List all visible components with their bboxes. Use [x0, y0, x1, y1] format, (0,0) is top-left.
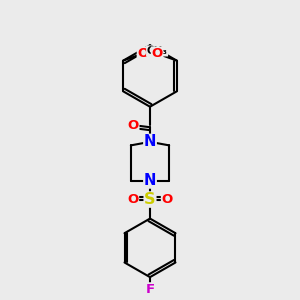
Text: F: F: [146, 283, 154, 296]
Text: O: O: [137, 47, 148, 60]
Text: N: N: [144, 173, 156, 188]
Text: CH₃: CH₃: [147, 46, 168, 56]
Text: O: O: [152, 47, 163, 60]
Text: O: O: [127, 193, 139, 206]
Text: S: S: [144, 192, 156, 207]
Text: O: O: [161, 193, 173, 206]
Text: N: N: [144, 134, 156, 149]
Text: O: O: [128, 119, 139, 132]
